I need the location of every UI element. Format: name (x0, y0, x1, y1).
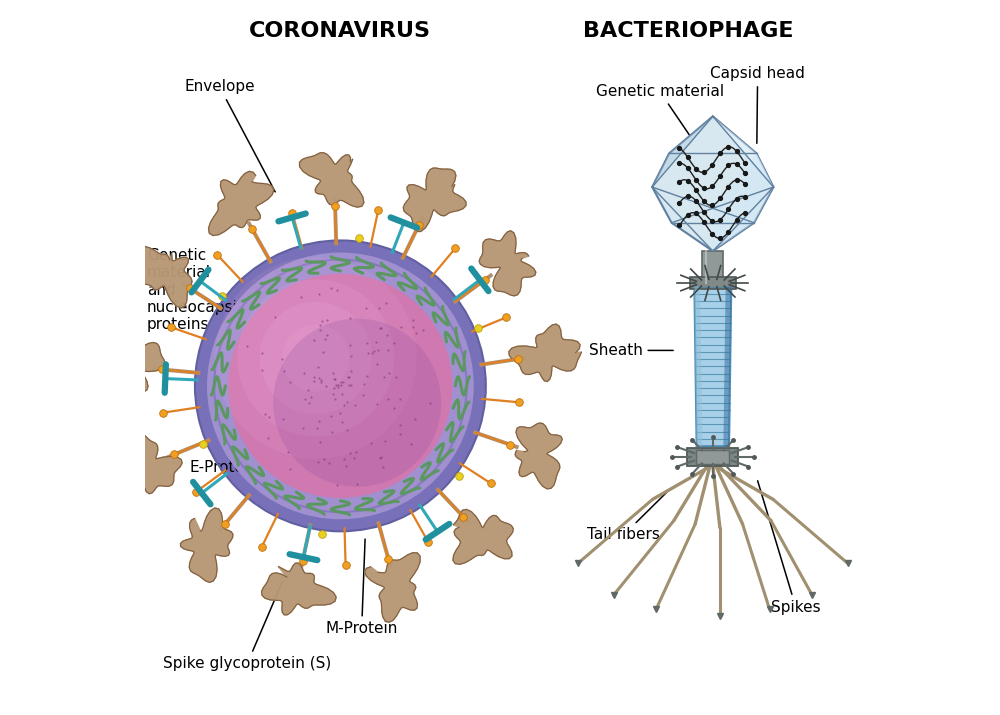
Polygon shape (652, 117, 773, 251)
Polygon shape (300, 153, 364, 207)
Polygon shape (365, 553, 420, 622)
Polygon shape (515, 423, 562, 489)
Polygon shape (262, 563, 336, 615)
Polygon shape (479, 231, 536, 296)
Circle shape (237, 280, 394, 436)
Polygon shape (209, 172, 274, 235)
Circle shape (215, 257, 417, 459)
Circle shape (195, 240, 486, 531)
Text: Envelope: Envelope (184, 79, 275, 192)
Text: Capsid head: Capsid head (710, 66, 805, 143)
Text: BACTERIOPHAGE: BACTERIOPHAGE (583, 21, 793, 41)
Polygon shape (713, 153, 773, 251)
Polygon shape (694, 287, 731, 446)
Text: Spikes: Spikes (758, 480, 821, 615)
Circle shape (260, 302, 372, 414)
Polygon shape (403, 168, 466, 232)
Polygon shape (209, 172, 274, 235)
Polygon shape (135, 247, 192, 308)
FancyBboxPatch shape (702, 251, 723, 283)
Circle shape (282, 324, 349, 392)
Polygon shape (403, 168, 466, 232)
Circle shape (228, 274, 452, 498)
Polygon shape (694, 287, 702, 446)
Polygon shape (479, 231, 536, 296)
Polygon shape (180, 508, 233, 582)
FancyBboxPatch shape (687, 448, 738, 465)
Polygon shape (103, 329, 165, 398)
Polygon shape (515, 423, 562, 489)
Text: Genetic
material
and
nucleocapsid
proteins: Genetic material and nucleocapsid protei… (147, 248, 260, 352)
Text: M-Protein: M-Protein (325, 539, 398, 636)
Circle shape (207, 252, 474, 519)
Polygon shape (300, 153, 364, 207)
Text: CORONAVIRUS: CORONAVIRUS (249, 21, 431, 41)
Circle shape (273, 319, 441, 487)
Polygon shape (453, 509, 513, 564)
Polygon shape (509, 324, 581, 382)
Text: Tail fibers: Tail fibers (587, 490, 668, 543)
Text: Spike glycoprotein (S): Spike glycoprotein (S) (163, 581, 331, 671)
Polygon shape (365, 553, 420, 622)
Text: E-Protein: E-Protein (189, 420, 268, 475)
FancyBboxPatch shape (690, 277, 736, 290)
Polygon shape (262, 563, 336, 615)
Polygon shape (713, 117, 773, 187)
Polygon shape (723, 287, 731, 446)
Polygon shape (112, 433, 182, 494)
Polygon shape (509, 324, 581, 382)
Polygon shape (135, 247, 192, 308)
Polygon shape (453, 509, 513, 564)
Text: Genetic material: Genetic material (596, 84, 724, 167)
Polygon shape (103, 329, 165, 398)
Text: Sheath: Sheath (589, 343, 673, 358)
Polygon shape (652, 117, 713, 187)
FancyBboxPatch shape (696, 450, 729, 464)
Polygon shape (112, 433, 182, 494)
Polygon shape (180, 508, 233, 582)
